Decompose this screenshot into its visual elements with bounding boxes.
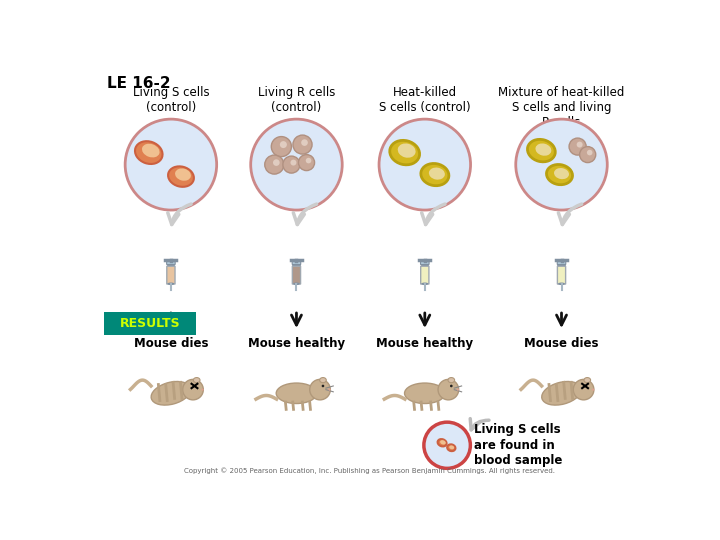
Ellipse shape bbox=[448, 377, 454, 383]
Circle shape bbox=[310, 380, 330, 400]
Ellipse shape bbox=[421, 164, 449, 186]
Circle shape bbox=[580, 146, 595, 163]
Ellipse shape bbox=[194, 377, 200, 383]
Circle shape bbox=[283, 156, 300, 173]
FancyBboxPatch shape bbox=[104, 312, 196, 335]
Ellipse shape bbox=[397, 144, 415, 158]
FancyBboxPatch shape bbox=[167, 266, 175, 284]
Text: Mouse healthy: Mouse healthy bbox=[377, 337, 473, 350]
Ellipse shape bbox=[449, 446, 454, 449]
Ellipse shape bbox=[135, 141, 163, 164]
Circle shape bbox=[573, 380, 594, 400]
Text: Mouse healthy: Mouse healthy bbox=[248, 337, 345, 350]
Text: Copyright © 2005 Pearson Education, Inc. Publishing as Pearson Benjamin Cummings: Copyright © 2005 Pearson Education, Inc.… bbox=[184, 468, 554, 474]
Ellipse shape bbox=[405, 383, 445, 403]
Text: LE 16-2: LE 16-2 bbox=[107, 77, 171, 91]
FancyBboxPatch shape bbox=[166, 261, 175, 265]
Circle shape bbox=[450, 384, 453, 387]
Text: Heat-killed
S cells (control): Heat-killed S cells (control) bbox=[379, 85, 471, 113]
Text: Living R cells
(control): Living R cells (control) bbox=[258, 85, 335, 113]
Circle shape bbox=[280, 141, 287, 148]
FancyBboxPatch shape bbox=[420, 266, 429, 284]
Ellipse shape bbox=[142, 144, 160, 158]
Circle shape bbox=[587, 150, 593, 156]
Circle shape bbox=[516, 119, 607, 210]
Circle shape bbox=[569, 138, 586, 155]
Circle shape bbox=[202, 388, 204, 391]
FancyBboxPatch shape bbox=[557, 261, 566, 265]
Ellipse shape bbox=[554, 168, 569, 179]
Circle shape bbox=[273, 159, 279, 166]
Circle shape bbox=[183, 380, 203, 400]
Ellipse shape bbox=[151, 381, 191, 405]
FancyBboxPatch shape bbox=[420, 261, 429, 265]
Circle shape bbox=[265, 155, 284, 174]
Ellipse shape bbox=[536, 144, 552, 156]
Ellipse shape bbox=[320, 377, 326, 383]
Text: Living S cells: Living S cells bbox=[474, 423, 561, 436]
Circle shape bbox=[290, 160, 297, 166]
Ellipse shape bbox=[541, 381, 581, 405]
Circle shape bbox=[379, 119, 471, 210]
Text: Mixture of heat-killed
S cells and living
R cells: Mixture of heat-killed S cells and livin… bbox=[498, 85, 625, 129]
Circle shape bbox=[125, 119, 217, 210]
FancyBboxPatch shape bbox=[292, 261, 301, 265]
Ellipse shape bbox=[528, 139, 555, 162]
Circle shape bbox=[592, 388, 594, 391]
Ellipse shape bbox=[447, 444, 456, 451]
Text: blood sample: blood sample bbox=[474, 454, 562, 467]
Circle shape bbox=[306, 158, 311, 164]
Circle shape bbox=[577, 141, 582, 147]
Ellipse shape bbox=[422, 283, 428, 285]
Ellipse shape bbox=[584, 377, 590, 383]
Ellipse shape bbox=[429, 167, 445, 180]
Text: Living S cells
(control): Living S cells (control) bbox=[132, 85, 210, 113]
Ellipse shape bbox=[276, 383, 317, 403]
Text: are found in: are found in bbox=[474, 439, 555, 452]
Circle shape bbox=[251, 119, 342, 210]
Circle shape bbox=[293, 135, 312, 154]
Ellipse shape bbox=[438, 439, 446, 447]
Circle shape bbox=[271, 137, 292, 157]
Circle shape bbox=[438, 380, 459, 400]
Ellipse shape bbox=[168, 166, 194, 187]
Ellipse shape bbox=[559, 283, 564, 285]
Ellipse shape bbox=[390, 140, 420, 165]
Ellipse shape bbox=[440, 440, 446, 444]
Text: Mouse dies: Mouse dies bbox=[134, 337, 208, 350]
Circle shape bbox=[301, 139, 308, 146]
Ellipse shape bbox=[168, 283, 174, 285]
Ellipse shape bbox=[546, 165, 572, 185]
FancyBboxPatch shape bbox=[292, 266, 300, 284]
FancyBboxPatch shape bbox=[557, 266, 566, 284]
Circle shape bbox=[328, 388, 330, 391]
Circle shape bbox=[322, 384, 324, 387]
Ellipse shape bbox=[294, 283, 300, 285]
Circle shape bbox=[424, 422, 470, 468]
Text: Mouse dies: Mouse dies bbox=[524, 337, 599, 350]
Text: RESULTS: RESULTS bbox=[120, 317, 180, 330]
Circle shape bbox=[456, 388, 459, 391]
Ellipse shape bbox=[175, 168, 191, 181]
Circle shape bbox=[299, 154, 315, 171]
